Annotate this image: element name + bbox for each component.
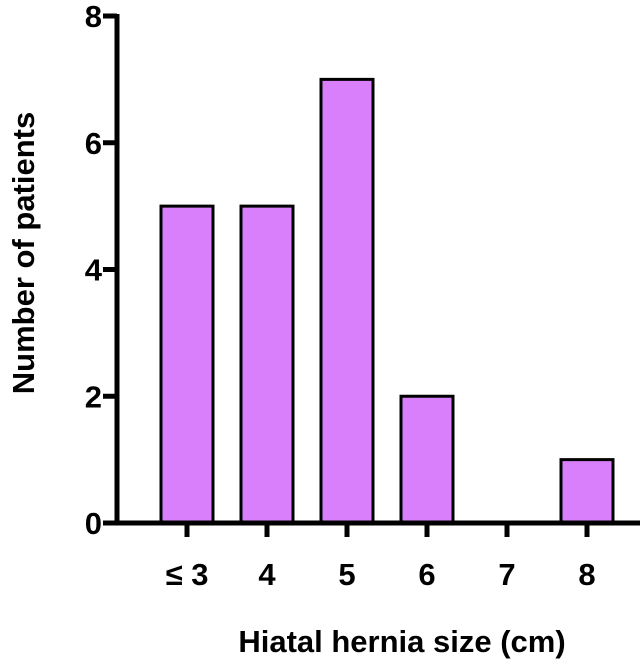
x-tick-label: 4	[258, 557, 276, 592]
bar-4	[399, 394, 455, 525]
y-tick-label: 4	[85, 253, 103, 288]
y-tick-label: 8	[85, 0, 102, 34]
bar-2	[239, 204, 295, 525]
bar-1	[159, 204, 215, 525]
bars-group	[159, 77, 615, 525]
bar-3	[319, 77, 375, 525]
x-tick-label: 7	[498, 557, 515, 592]
x-tick-label: ≤ 3	[166, 557, 209, 592]
x-axis-title: Hiatal hernia size (cm)	[238, 624, 565, 659]
x-tick-label: 6	[418, 557, 435, 592]
y-tick-label: 2	[85, 379, 102, 414]
x-tick-label: 5	[338, 557, 355, 592]
bar-6	[559, 458, 615, 525]
y-axis-title: Number of patients	[6, 112, 41, 394]
x-tick-label: 8	[578, 557, 595, 592]
ticks-group: 0 2 4 6 8 ≤ 3 4 5 6 7 8	[85, 0, 596, 592]
y-tick-label: 6	[85, 126, 102, 161]
y-tick-label: 0	[85, 506, 102, 541]
